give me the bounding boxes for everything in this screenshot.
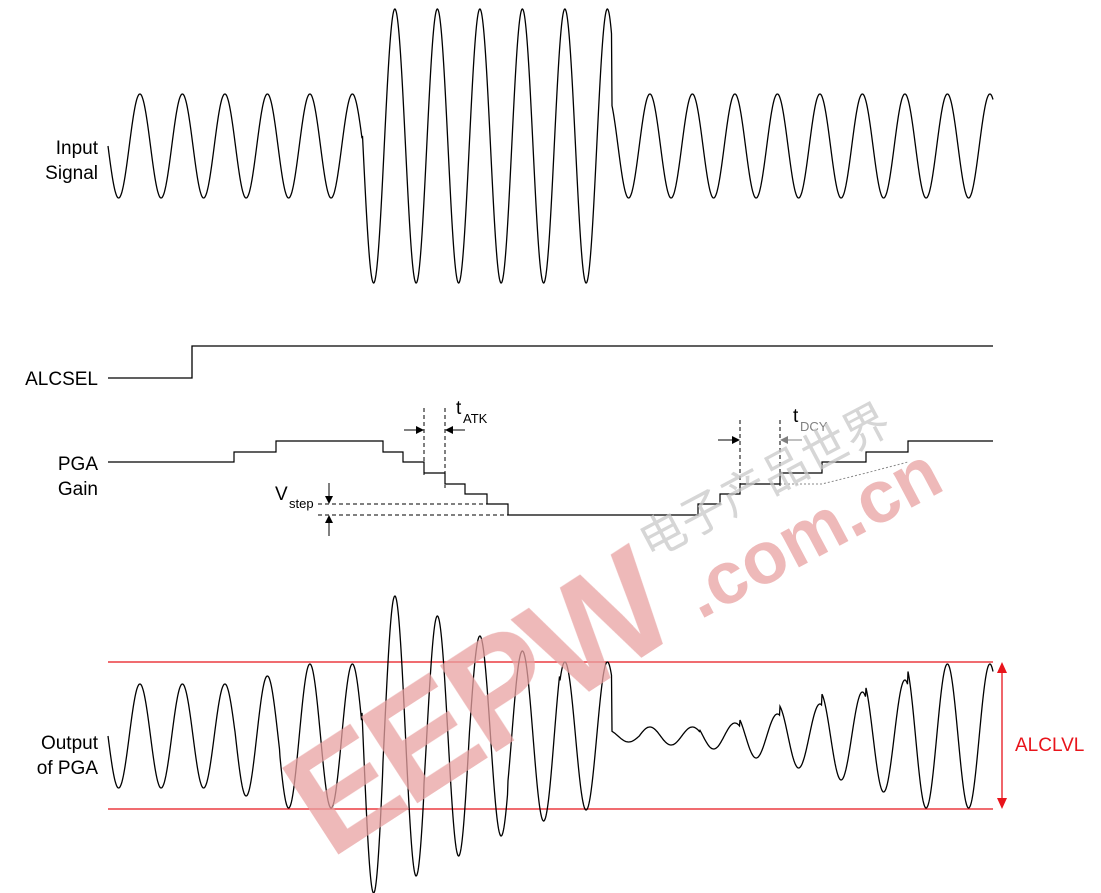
output-group: Output of PGA ALCLVL <box>37 595 1084 893</box>
t-dcy-subscript: DCY <box>800 419 828 434</box>
input-signal-waveform <box>107 8 994 284</box>
eepw-watermark: EEPW .com.cn 电子产品世界 <box>256 392 954 886</box>
alclvl-label: ALCLVL <box>1015 735 1084 756</box>
v-step-label: V <box>275 484 288 505</box>
output-label-line2: of PGA <box>37 758 99 779</box>
t-atk-subscript: ATK <box>463 411 488 426</box>
alcsel-label: ALCSEL <box>25 369 98 390</box>
input-signal-group: Input Signal <box>45 8 994 284</box>
pga-gain-label-line2: Gain <box>58 479 98 500</box>
t-dcy-label: t <box>793 406 799 427</box>
t-dcy-annotation: t DCY <box>718 406 828 496</box>
v-step-annotation: V step <box>275 483 508 536</box>
watermark-brand: EEPW <box>256 515 703 887</box>
t-atk-annotation: t ATK <box>404 398 488 488</box>
pga-gain-trace <box>108 440 993 516</box>
pga-gain-step-overlay <box>780 461 909 485</box>
alclvl-arrow <box>997 662 1007 809</box>
input-signal-label-line1: Input <box>56 138 99 159</box>
output-waveform <box>107 595 994 893</box>
pga-gain-label-line1: PGA <box>58 454 98 475</box>
input-signal-label-line2: Signal <box>45 163 98 184</box>
pga-gain-group: PGA Gain t ATK t DCY <box>58 398 993 536</box>
t-atk-label: t <box>456 398 462 419</box>
output-label-line1: Output <box>41 733 99 754</box>
alcsel-group: ALCSEL <box>25 345 993 390</box>
v-step-subscript: step <box>289 496 314 511</box>
alcsel-trace <box>108 345 993 379</box>
